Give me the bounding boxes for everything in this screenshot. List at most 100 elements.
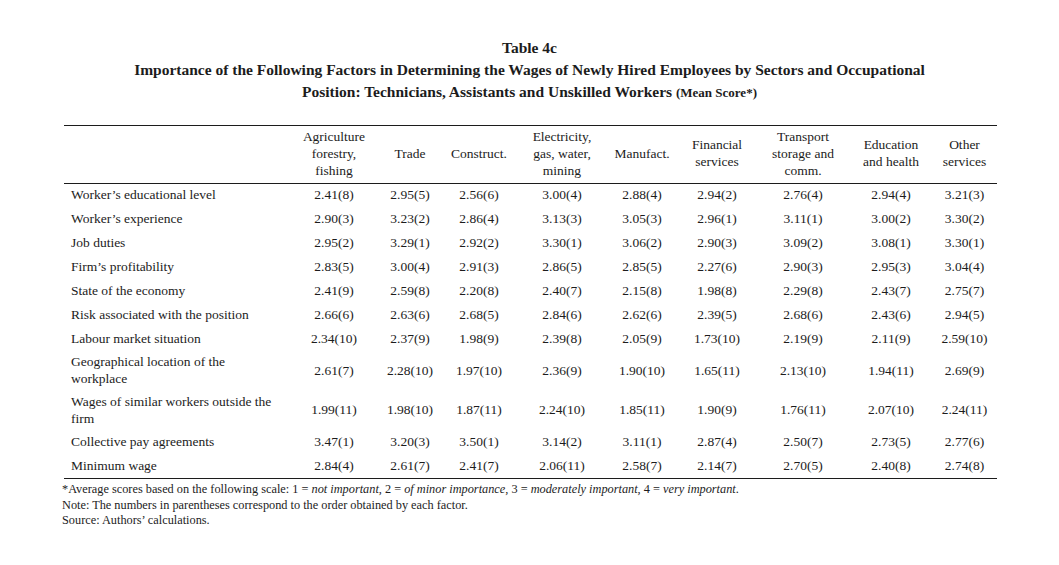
- column-header: Education and health: [850, 126, 932, 184]
- data-cell: 2.61(7): [380, 455, 440, 479]
- data-cell: 2.19(9): [756, 327, 850, 351]
- data-cell: 2.61(7): [288, 351, 380, 391]
- data-cell: 1.73(10): [678, 327, 756, 351]
- table-title: Table 4c Importance of the Following Fac…: [0, 0, 1059, 104]
- data-cell: 2.95(5): [380, 183, 440, 207]
- table-row: Minimum wage2.84(4)2.61(7)2.41(7)2.06(11…: [64, 455, 997, 479]
- table-caption-line2: Position: Technicians, Assistants and Un…: [0, 81, 1059, 104]
- data-cell: 2.68(5): [440, 303, 518, 327]
- data-cell: 2.34(10): [288, 327, 380, 351]
- data-cell: 1.98(8): [678, 279, 756, 303]
- data-cell: 1.97(10): [440, 351, 518, 391]
- row-label: Wages of similar workers outside the fir…: [64, 391, 288, 431]
- data-cell: 1.65(11): [678, 351, 756, 391]
- scale-text: .: [736, 482, 739, 496]
- data-cell: 2.59(10): [932, 327, 997, 351]
- scale-text: , 4 =: [638, 482, 663, 496]
- data-cell: 2.05(9): [606, 327, 678, 351]
- data-cell: 2.91(3): [440, 255, 518, 279]
- row-label: Firm’s profitability: [64, 255, 288, 279]
- data-cell: 2.37(9): [380, 327, 440, 351]
- data-cell: 2.86(4): [440, 207, 518, 231]
- data-cell: 2.70(5): [756, 455, 850, 479]
- column-header: Construct.: [440, 126, 518, 184]
- data-cell: 3.14(2): [518, 431, 606, 455]
- data-cell: 3.30(2): [932, 207, 997, 231]
- data-table: Agriculture forestry, fishingTradeConstr…: [64, 125, 997, 479]
- data-cell: 2.56(6): [440, 183, 518, 207]
- column-header: Trade: [380, 126, 440, 184]
- data-cell: 2.06(11): [518, 455, 606, 479]
- data-cell: 2.68(6): [756, 303, 850, 327]
- column-header: Transport storage and comm.: [756, 126, 850, 184]
- data-cell: 2.90(3): [756, 255, 850, 279]
- data-cell: 2.13(10): [756, 351, 850, 391]
- data-cell: 2.94(4): [850, 183, 932, 207]
- data-cell: 2.20(8): [440, 279, 518, 303]
- data-cell: 3.23(2): [380, 207, 440, 231]
- table-body: Worker’s educational level2.41(8)2.95(5)…: [64, 183, 997, 479]
- data-cell: 2.83(5): [288, 255, 380, 279]
- data-cell: 2.07(10): [850, 391, 932, 431]
- data-cell: 1.98(9): [440, 327, 518, 351]
- data-cell: 1.90(10): [606, 351, 678, 391]
- footnotes: *Average scores based on the following s…: [62, 482, 1059, 529]
- header-row: Agriculture forestry, fishingTradeConstr…: [64, 126, 997, 184]
- footnote-scale: *Average scores based on the following s…: [62, 482, 1059, 498]
- column-header: Other services: [932, 126, 997, 184]
- row-label: Job duties: [64, 231, 288, 255]
- data-cell: 2.11(9): [850, 327, 932, 351]
- data-cell: 2.14(7): [678, 455, 756, 479]
- row-label: State of the economy: [64, 279, 288, 303]
- data-cell: 2.62(6): [606, 303, 678, 327]
- column-header: Financial services: [678, 126, 756, 184]
- table-number: Table 4c: [0, 37, 1059, 59]
- data-cell: 2.74(8): [932, 455, 997, 479]
- data-cell: 2.24(10): [518, 391, 606, 431]
- data-cell: 2.59(8): [380, 279, 440, 303]
- data-cell: 2.41(9): [288, 279, 380, 303]
- column-header: Agriculture forestry, fishing: [288, 126, 380, 184]
- column-header: Electricity, gas, water, mining: [518, 126, 606, 184]
- data-cell: 2.41(8): [288, 183, 380, 207]
- data-cell: 3.04(4): [932, 255, 997, 279]
- table-row: Firm’s profitability2.83(5)3.00(4)2.91(3…: [64, 255, 997, 279]
- data-cell: 2.36(9): [518, 351, 606, 391]
- data-cell: 3.05(3): [606, 207, 678, 231]
- data-cell: 1.76(11): [756, 391, 850, 431]
- data-cell: 1.85(11): [606, 391, 678, 431]
- data-cell: 2.85(5): [606, 255, 678, 279]
- data-cell: 1.99(11): [288, 391, 380, 431]
- data-cell: 2.86(5): [518, 255, 606, 279]
- table-row: Geographical location of the workplace2.…: [64, 351, 997, 391]
- data-cell: 3.13(3): [518, 207, 606, 231]
- footnote-note: Note: The numbers in parentheses corresp…: [62, 498, 1059, 514]
- data-cell: 3.30(1): [932, 231, 997, 255]
- data-cell: 2.75(7): [932, 279, 997, 303]
- data-cell: 2.27(6): [678, 255, 756, 279]
- row-label: Minimum wage: [64, 455, 288, 479]
- data-cell: 3.06(2): [606, 231, 678, 255]
- scale-text: , 3 =: [505, 482, 530, 496]
- scale-term: very important: [663, 482, 736, 496]
- data-cell: 2.41(7): [440, 455, 518, 479]
- data-cell: 2.28(10): [380, 351, 440, 391]
- data-cell: 3.50(1): [440, 431, 518, 455]
- data-cell: 2.73(5): [850, 431, 932, 455]
- table-row: Worker’s educational level2.41(8)2.95(5)…: [64, 183, 997, 207]
- data-cell: 2.40(8): [850, 455, 932, 479]
- data-cell: 2.39(5): [678, 303, 756, 327]
- data-cell: 2.66(6): [288, 303, 380, 327]
- data-cell: 3.11(1): [606, 431, 678, 455]
- table-caption-line2-text: Position: Technicians, Assistants and Un…: [302, 83, 676, 100]
- data-cell: 3.30(1): [518, 231, 606, 255]
- data-cell: 2.94(2): [678, 183, 756, 207]
- data-cell: 3.00(4): [380, 255, 440, 279]
- data-cell: 1.94(11): [850, 351, 932, 391]
- data-cell: 2.88(4): [606, 183, 678, 207]
- data-cell: 2.92(2): [440, 231, 518, 255]
- table-row: Job duties2.95(2)3.29(1)2.92(2)3.30(1)3.…: [64, 231, 997, 255]
- data-cell: 2.95(2): [288, 231, 380, 255]
- data-cell: 2.43(6): [850, 303, 932, 327]
- data-cell: 1.90(9): [678, 391, 756, 431]
